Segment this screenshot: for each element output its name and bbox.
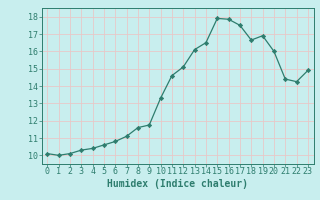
X-axis label: Humidex (Indice chaleur): Humidex (Indice chaleur) bbox=[107, 179, 248, 189]
